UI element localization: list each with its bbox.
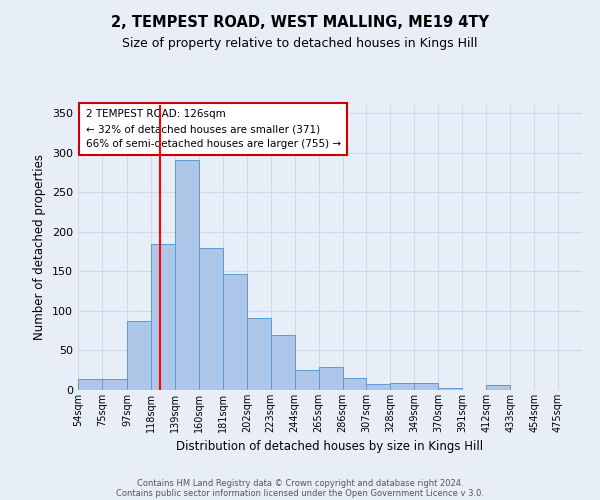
Bar [319, 367, 343, 390]
Bar [343, 378, 367, 390]
Text: 2 TEMPEST ROAD: 126sqm
← 32% of detached houses are smaller (371)
66% of semi-de: 2 TEMPEST ROAD: 126sqm ← 32% of detached… [86, 110, 341, 149]
Text: Contains public sector information licensed under the Open Government Licence v : Contains public sector information licen… [116, 488, 484, 498]
Bar [439, 388, 462, 390]
Bar [486, 385, 510, 390]
Bar [223, 274, 247, 390]
Bar [367, 384, 391, 390]
Bar [391, 383, 415, 390]
Bar [102, 379, 127, 390]
Bar [247, 318, 271, 390]
Bar [127, 321, 151, 390]
Bar [78, 379, 102, 390]
Text: 2, TEMPEST ROAD, WEST MALLING, ME19 4TY: 2, TEMPEST ROAD, WEST MALLING, ME19 4TY [111, 15, 489, 30]
Bar [151, 244, 175, 390]
Bar [175, 160, 199, 390]
Text: Size of property relative to detached houses in Kings Hill: Size of property relative to detached ho… [122, 38, 478, 51]
X-axis label: Distribution of detached houses by size in Kings Hill: Distribution of detached houses by size … [176, 440, 484, 454]
Text: Contains HM Land Registry data © Crown copyright and database right 2024.: Contains HM Land Registry data © Crown c… [137, 478, 463, 488]
Bar [199, 248, 223, 390]
Bar [295, 370, 319, 390]
Bar [271, 336, 295, 390]
Bar [415, 383, 439, 390]
Y-axis label: Number of detached properties: Number of detached properties [34, 154, 46, 340]
